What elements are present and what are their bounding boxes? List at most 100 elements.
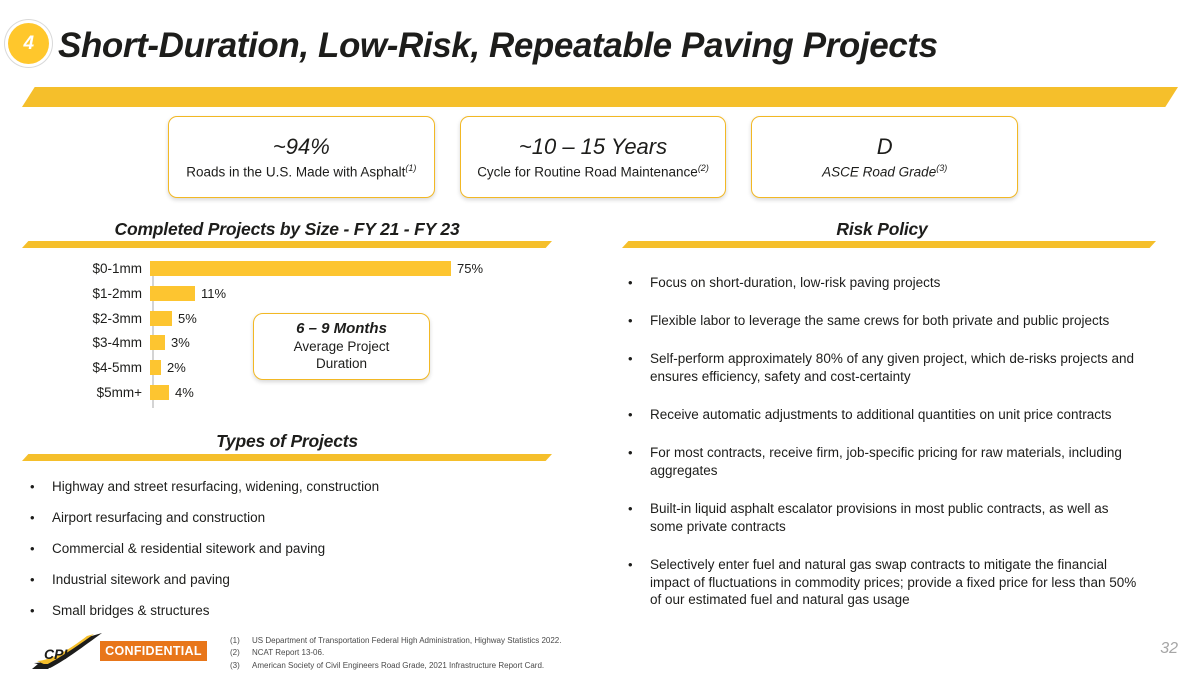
section-title-types-of-projects: Types of Projects xyxy=(216,431,358,451)
footnote-text: American Society of Civil Engineers Road… xyxy=(252,660,545,670)
bar-category-label: $1-2mm xyxy=(92,286,142,301)
stat-box-asce-grade: D ASCE Road Grade(3) xyxy=(751,116,1019,198)
bar-track: 75% xyxy=(150,261,540,276)
footnote-row: (2) NCAT Report 13-06. xyxy=(230,647,561,659)
list-item: • Industrial sitework and paving xyxy=(22,571,552,589)
bullet-icon: • xyxy=(628,556,633,572)
duration-headline: 6 – 9 Months xyxy=(296,320,387,338)
bar-fill xyxy=(150,360,161,375)
list-item: • Airport resurfacing and construction xyxy=(22,509,552,527)
slide-number-badge: 4 xyxy=(8,23,49,64)
bullet-icon: • xyxy=(30,479,35,494)
bar-track: 5% xyxy=(150,311,540,326)
footnote-ref-2: (2) xyxy=(697,163,709,174)
bar-fill xyxy=(150,286,195,301)
footnote-mark: (2) xyxy=(230,648,240,658)
footnote-row: (3) American Society of Civil Engineers … xyxy=(230,660,561,672)
footnote-ref-1: (1) xyxy=(405,163,417,174)
stat-value: ~10 – 15 Years xyxy=(518,133,668,159)
bar-value-label: 75% xyxy=(457,261,484,276)
footnote-row: (1) US Department of Transportation Fede… xyxy=(230,635,561,647)
stat-label: Cycle for Routine Road Maintenance(2) xyxy=(477,163,709,180)
list-item-text: Focus on short-duration, low-risk paving… xyxy=(650,275,941,290)
bar-value-label: 4% xyxy=(175,385,194,400)
footnote-mark: (3) xyxy=(230,660,240,670)
stat-box-asphalt-share: ~94% Roads in the U.S. Made with Asphalt… xyxy=(168,116,435,198)
list-item-text: Self-perform approximately 80% of any gi… xyxy=(650,350,1134,384)
section-title-completed-projects: Completed Projects by Size - FY 21 - FY … xyxy=(114,219,460,239)
bar-track: 2% xyxy=(150,360,540,375)
confidential-badge: CONFIDENTIAL xyxy=(100,641,207,661)
list-item: • For most contracts, receive firm, job-… xyxy=(620,444,1145,480)
stat-value: ~94% xyxy=(272,133,330,159)
list-item-text: Flexible labor to leverage the same crew… xyxy=(650,312,1110,328)
slide-number-text: 4 xyxy=(23,32,34,54)
bullet-icon: • xyxy=(628,275,633,290)
footnote-text: US Department of Transportation Federal … xyxy=(252,636,562,645)
list-item-text: Small bridges & structures xyxy=(52,602,210,618)
bar-value-label: 2% xyxy=(167,360,186,375)
section-divider-risk-policy xyxy=(622,241,1156,248)
bar-row: $3-4mm 3% xyxy=(40,334,540,351)
types-of-projects-list: • Highway and street resurfacing, wideni… xyxy=(22,478,552,620)
list-item-text: Airport resurfacing and construction xyxy=(52,509,266,525)
title-divider-bar xyxy=(22,87,1178,107)
list-item: • Self-perform approximately 80% of any … xyxy=(620,350,1145,386)
duration-subtext-line2: Duration xyxy=(315,356,368,371)
bar-track: 4% xyxy=(150,385,540,400)
bullet-icon: • xyxy=(628,406,633,422)
list-item: • Selectively enter fuel and natural gas… xyxy=(620,556,1145,610)
list-item: • Small bridges & structures xyxy=(22,602,552,620)
bar-row: $5mm+ 4% xyxy=(40,384,540,401)
list-item-text: Industrial sitework and paving xyxy=(52,571,230,587)
bar-fill xyxy=(150,335,165,350)
list-item: • Receive automatic adjustments to addit… xyxy=(620,406,1145,424)
page-title: Short-Duration, Low-Risk, Repeatable Pav… xyxy=(58,26,938,65)
bar-value-label: 5% xyxy=(178,311,197,326)
footnotes: (1) US Department of Transportation Fede… xyxy=(230,635,561,672)
section-divider-types-of-projects xyxy=(22,454,552,461)
bar-fill xyxy=(150,311,172,326)
bar-row: $2-3mm 5% xyxy=(40,310,540,327)
bar-row: $1-2mm 11% xyxy=(40,285,540,302)
stat-label: Roads in the U.S. Made with Asphalt(1) xyxy=(186,163,416,180)
list-item-text: Highway and street resurfacing, widening… xyxy=(52,479,380,494)
bullet-icon: • xyxy=(628,312,633,328)
duration-subtext-line1: Average Project xyxy=(293,339,390,355)
risk-policy-list: • Focus on short-duration, low-risk pavi… xyxy=(620,274,1145,609)
stat-label-text: Roads in the U.S. Made with Asphalt xyxy=(186,164,406,180)
bar-category-label: $3-4mm xyxy=(92,335,142,350)
footnote-mark: (1) xyxy=(230,636,240,645)
bar-category-label: $5mm+ xyxy=(96,385,142,400)
stat-label: ASCE Road Grade(3) xyxy=(822,163,947,180)
list-item-text: For most contracts, receive firm, job-sp… xyxy=(650,444,1122,478)
duration-subtext: Average Project Duration xyxy=(294,339,390,373)
stat-box-maintenance-cycle: ~10 – 15 Years Cycle for Routine Road Ma… xyxy=(459,116,727,198)
stat-boxes-row: ~94% Roads in the U.S. Made with Asphalt… xyxy=(168,116,1019,198)
list-item-text: Selectively enter fuel and natural gas s… xyxy=(650,556,1137,608)
svg-text:CPI: CPI xyxy=(44,646,68,662)
list-item-text: Receive automatic adjustments to additio… xyxy=(650,406,1112,422)
bar-category-label: $4-5mm xyxy=(92,360,142,375)
bar-fill xyxy=(150,261,451,276)
cpi-logo: CPI xyxy=(28,630,110,672)
completed-projects-bar-chart: $0-1mm 75% $1-2mm 11% $2-3mm 5% $3-4mm 3… xyxy=(40,260,540,410)
stat-label-text: Cycle for Routine Road Maintenance xyxy=(477,164,698,180)
bar-value-label: 3% xyxy=(171,335,190,350)
list-item: • Built-in liquid asphalt escalator prov… xyxy=(620,500,1145,536)
average-duration-callout: 6 – 9 Months Average Project Duration xyxy=(253,313,430,380)
stat-value: D xyxy=(876,133,893,159)
page-number: 32 xyxy=(1160,640,1178,657)
bar-track: 3% xyxy=(150,335,540,350)
section-divider-completed-projects xyxy=(22,241,552,248)
list-item: • Commercial & residential sitework and … xyxy=(22,540,552,558)
bullet-icon: • xyxy=(628,500,633,516)
bar-value-label: 11% xyxy=(201,286,227,301)
bullet-icon: • xyxy=(30,602,35,618)
footnote-ref-3: (3) xyxy=(936,163,948,174)
bullet-icon: • xyxy=(30,540,35,556)
bar-track: 11% xyxy=(150,286,540,301)
footnote-text: NCAT Report 13-06. xyxy=(252,648,325,658)
list-item-text: Commercial & residential sitework and pa… xyxy=(52,540,326,556)
bar-category-label: $0-1mm xyxy=(92,261,142,276)
